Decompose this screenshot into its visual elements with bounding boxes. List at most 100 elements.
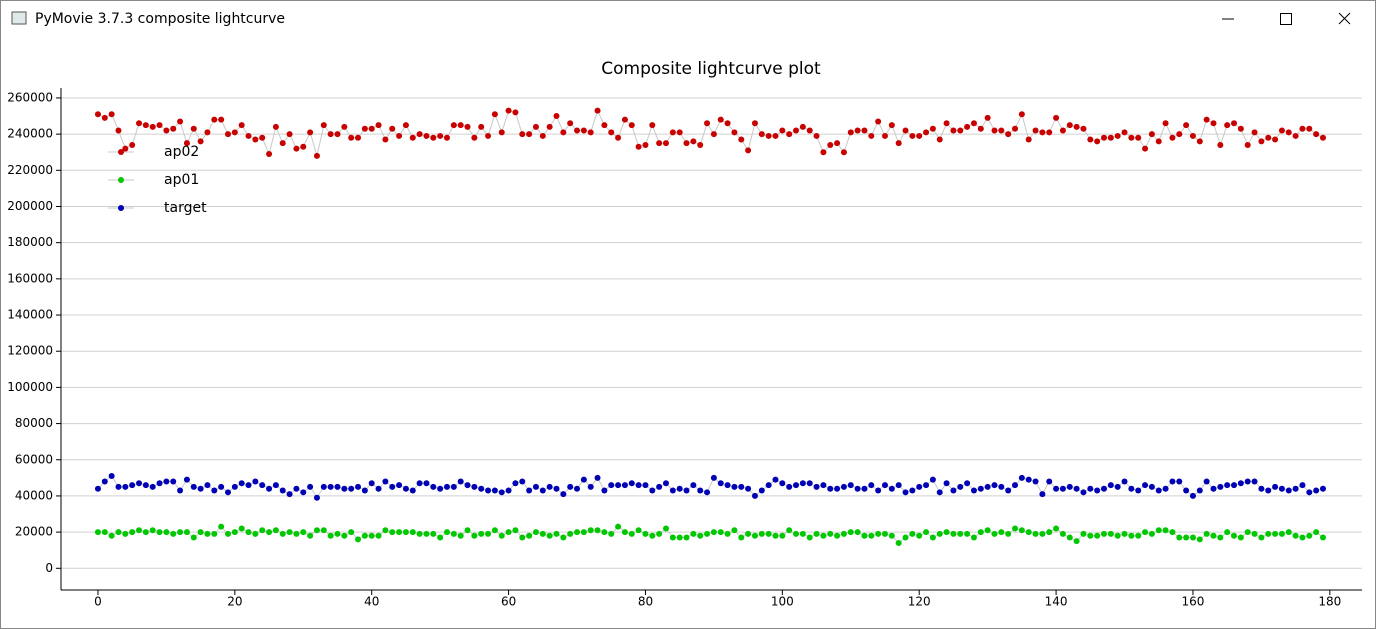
- data-point: [553, 485, 560, 492]
- data-point: [998, 529, 1005, 536]
- data-point: [1237, 534, 1244, 541]
- data-point: [142, 482, 149, 489]
- data-point: [984, 527, 991, 534]
- data-point: [1080, 125, 1087, 132]
- data-point: [1313, 131, 1320, 138]
- data-point: [574, 127, 581, 134]
- data-point: [813, 483, 820, 490]
- data-point: [1025, 476, 1032, 483]
- data-point: [738, 534, 745, 541]
- data-point: [1265, 487, 1272, 494]
- data-point: [341, 123, 348, 130]
- data-point: [512, 480, 519, 487]
- data-point: [553, 113, 560, 120]
- data-point: [94, 111, 101, 118]
- data-point: [430, 483, 437, 490]
- data-point: [1189, 534, 1196, 541]
- data-point: [252, 530, 259, 537]
- data-point: [443, 134, 450, 141]
- data-point: [998, 483, 1005, 490]
- data-point: [334, 530, 341, 537]
- data-point: [1142, 482, 1149, 489]
- y-tick-label: 0: [45, 561, 53, 575]
- data-point: [300, 143, 307, 150]
- data-point: [1094, 487, 1101, 494]
- data-point: [608, 530, 615, 537]
- data-point: [1272, 136, 1279, 143]
- data-point: [355, 134, 362, 141]
- data-point: [916, 132, 923, 139]
- data-point: [245, 482, 252, 489]
- data-point: [779, 532, 786, 539]
- data-point: [806, 534, 813, 541]
- data-point: [464, 482, 471, 489]
- data-point: [888, 532, 895, 539]
- data-point: [649, 487, 656, 494]
- data-point: [1121, 530, 1128, 537]
- data-point: [231, 129, 238, 136]
- y-tick-label: 60000: [15, 452, 53, 466]
- data-point: [717, 116, 724, 123]
- data-point: [580, 127, 587, 134]
- data-point: [238, 525, 245, 532]
- data-point: [868, 482, 875, 489]
- data-point: [498, 532, 505, 539]
- data-point: [423, 530, 430, 537]
- data-point: [765, 132, 772, 139]
- data-point: [881, 530, 888, 537]
- close-button[interactable]: [1338, 12, 1351, 25]
- data-point: [704, 120, 711, 127]
- data-point: [1100, 530, 1107, 537]
- data-point: [334, 483, 341, 490]
- data-point: [1196, 487, 1203, 494]
- data-point: [94, 485, 101, 492]
- data-point: [1018, 527, 1025, 534]
- data-point: [190, 534, 197, 541]
- data-point: [799, 480, 806, 487]
- data-point: [1005, 530, 1012, 537]
- data-point: [970, 534, 977, 541]
- data-point: [512, 109, 519, 116]
- data-point: [101, 114, 108, 121]
- data-point: [1114, 132, 1121, 139]
- data-point: [136, 480, 143, 487]
- data-point: [1196, 138, 1203, 145]
- data-point: [327, 532, 334, 539]
- data-point: [341, 532, 348, 539]
- y-tick-label: 160000: [7, 271, 53, 285]
- maximize-button[interactable]: [1280, 13, 1292, 25]
- data-point: [423, 480, 430, 487]
- data-point: [601, 487, 608, 494]
- data-point: [731, 483, 738, 490]
- data-point: [758, 487, 765, 494]
- data-point: [327, 131, 334, 138]
- data-point: [697, 532, 704, 539]
- data-point: [1292, 132, 1299, 139]
- data-point: [471, 483, 478, 490]
- data-point: [532, 529, 539, 536]
- data-point: [779, 127, 786, 134]
- data-point: [1012, 482, 1019, 489]
- data-point: [868, 132, 875, 139]
- data-point: [218, 116, 225, 123]
- data-point: [348, 134, 355, 141]
- data-point: [218, 523, 225, 530]
- data-point: [615, 523, 622, 530]
- data-point: [950, 487, 957, 494]
- data-point: [895, 140, 902, 147]
- data-point: [539, 132, 546, 139]
- data-point: [1066, 483, 1073, 490]
- data-point: [231, 483, 238, 490]
- data-point: [580, 529, 587, 536]
- data-point: [738, 136, 745, 143]
- data-point: [1039, 129, 1046, 136]
- data-point: [1039, 530, 1046, 537]
- data-point: [1237, 125, 1244, 132]
- data-point: [772, 132, 779, 139]
- data-point: [923, 129, 930, 136]
- data-point: [615, 482, 622, 489]
- data-point: [964, 123, 971, 130]
- data-point: [1231, 482, 1238, 489]
- data-point: [382, 136, 389, 143]
- data-point: [827, 485, 834, 492]
